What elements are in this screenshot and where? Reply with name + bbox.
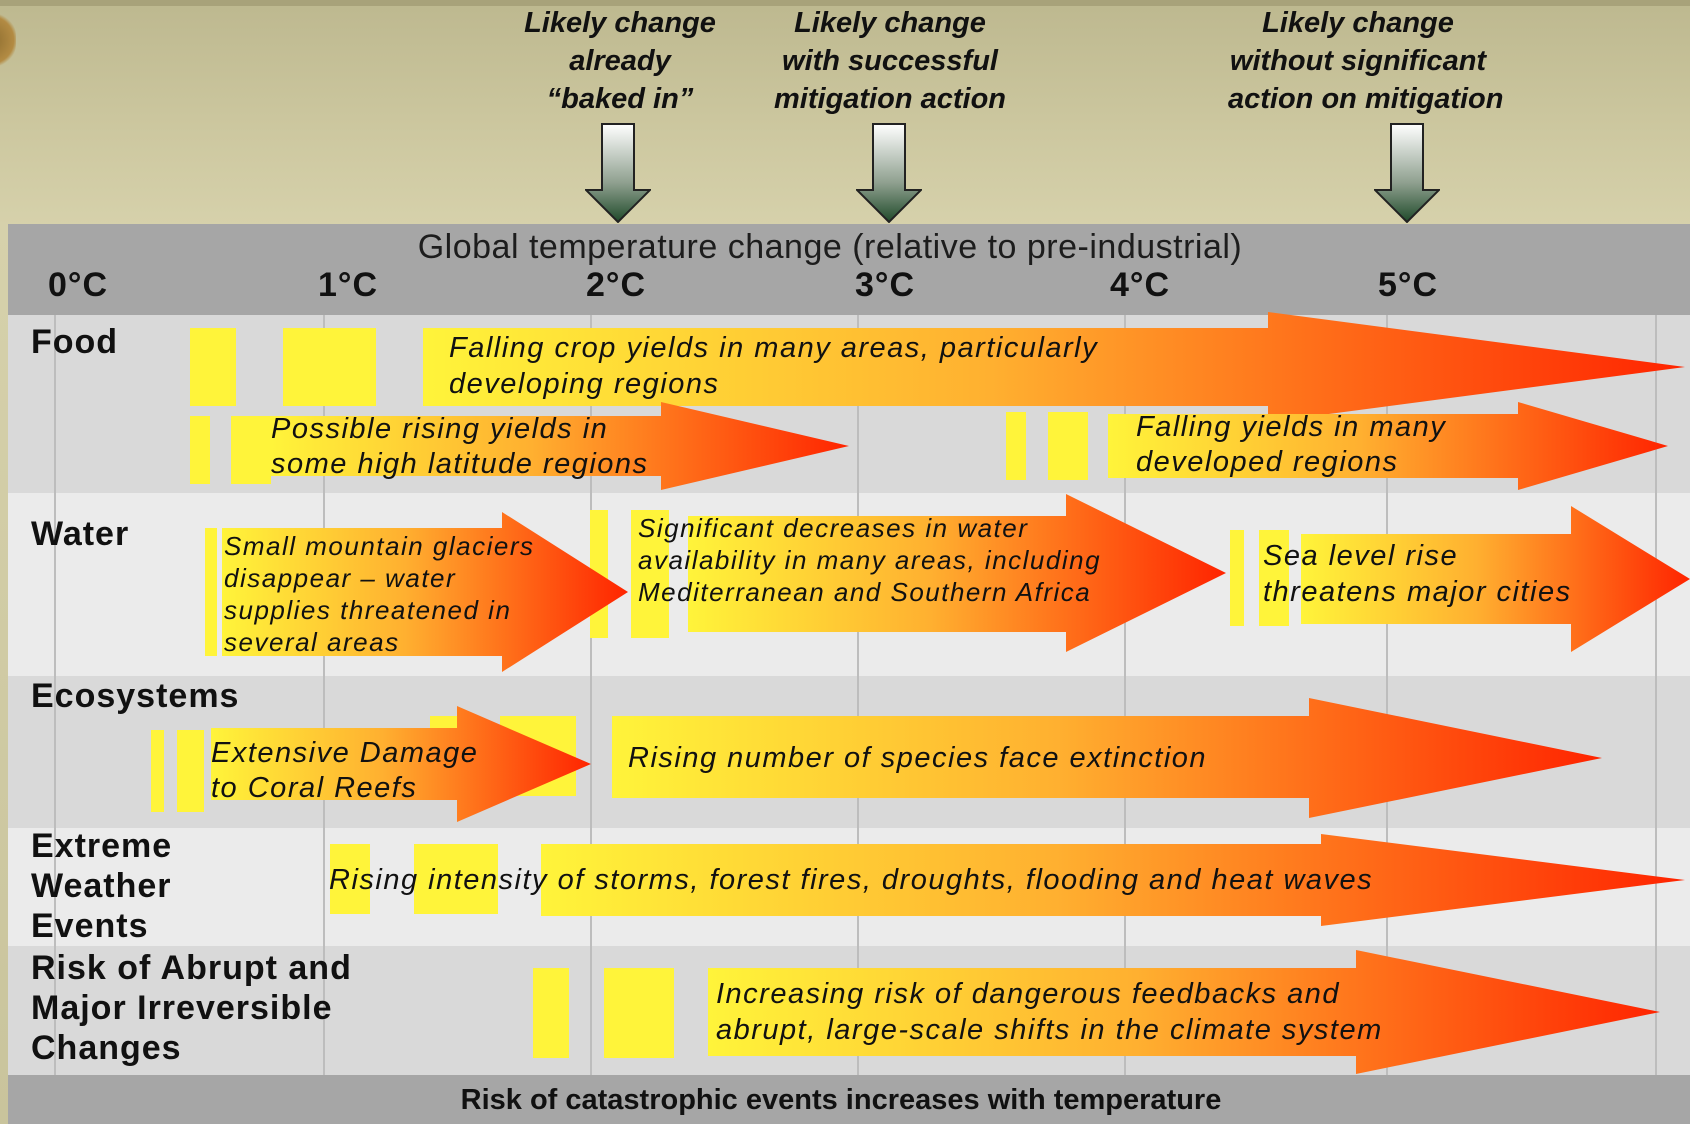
yellow-block (283, 328, 376, 406)
yellow-block (151, 730, 164, 812)
yellow-block (330, 844, 370, 914)
yellow-block (1259, 530, 1289, 626)
impact-arrow-water-sea-level: Sea level rise threatens major cities (1263, 506, 1690, 652)
impact-text: Falling crop yields in many areas, parti… (449, 332, 1099, 400)
impact-text: Increasing risk of dangerous feedbacks a… (716, 978, 1383, 1046)
impact-arrow-eco-coral: Extensive Damage to Coral Reefs (211, 706, 591, 822)
down-arrow-icon (856, 123, 922, 223)
grid-line (1124, 315, 1126, 1075)
grid-line (54, 315, 56, 1075)
impact-arrow-weather-storms: Rising intensity of storms, forest fires… (329, 834, 1685, 926)
tick-0c: 0°C (48, 266, 109, 304)
impact-text: Falling yields in many developed regions (1136, 411, 1447, 478)
yellow-block (190, 416, 210, 484)
impact-text: Rising number of species face extinction (628, 742, 1208, 774)
tick-3c: 3°C (855, 266, 916, 304)
callout-successful-mitigation: Likely change with successful mitigation… (774, 7, 1006, 115)
down-arrow-icon (585, 123, 651, 223)
yellow-block (604, 968, 674, 1058)
callout-baked-in: Likely change already “baked in” (524, 7, 716, 115)
row-label-food: Food (31, 323, 119, 361)
row-label-extreme-weather: Extreme Weather Events (31, 827, 173, 945)
grid-line (590, 315, 592, 1075)
grid-line (1655, 315, 1657, 1075)
grid-line (1386, 315, 1388, 1075)
impact-arrow-abrupt-feedbacks: Increasing risk of dangerous feedbacks a… (708, 950, 1660, 1074)
impact-arrow-water-glaciers: Small mountain glaciers disappear – wate… (222, 512, 628, 672)
corner-ornament (0, 10, 16, 70)
impact-text: Rising intensity of storms, forest fires… (329, 864, 1374, 896)
row-label-ecosystems: Ecosystems (31, 677, 240, 715)
yellow-block (231, 416, 271, 484)
grid-line (857, 315, 859, 1075)
yellow-block (1230, 530, 1244, 626)
yellow-block (631, 510, 669, 638)
impact-arrow-food-rising-yields: Possible rising yields in some high lati… (271, 402, 849, 490)
tick-1c: 1°C (318, 266, 379, 304)
top-edge (0, 0, 1690, 6)
yellow-block (190, 328, 236, 406)
yellow-block (205, 528, 217, 656)
tick-5c: 5°C (1378, 266, 1439, 304)
row-label-water: Water (31, 515, 130, 553)
impact-arrow-food-falling-crops: Falling crop yields in many areas, parti… (423, 312, 1685, 422)
tick-4c: 4°C (1110, 266, 1171, 304)
down-arrow-icon (1374, 123, 1440, 223)
axis-title: Global temperature change (relative to p… (417, 228, 1243, 266)
header-band (8, 224, 1690, 315)
footer-band (8, 1075, 1690, 1124)
footer-text: Risk of catastrophic events increases wi… (460, 1084, 1222, 1116)
impact-text: Sea level rise threatens major cities (1263, 540, 1572, 608)
impact-text: Significant decreases in water availabil… (638, 513, 1102, 607)
tick-2c: 2°C (586, 266, 647, 304)
yellow-block (414, 844, 498, 914)
impact-text: Small mountain glaciers disappear – wate… (224, 531, 535, 657)
impact-text: Possible rising yields in some high lati… (271, 413, 649, 480)
yellow-block (533, 968, 569, 1058)
grid-line (323, 315, 325, 1075)
yellow-block (1006, 412, 1026, 480)
row-label-abrupt-changes: Risk of Abrupt and Major Irreversible Ch… (31, 949, 352, 1067)
yellow-block (1048, 412, 1088, 480)
impact-arrow-food-falling-developed: Falling yields in many developed regions (1108, 402, 1668, 490)
callout-no-mitigation: Likely change without significant action… (1228, 7, 1504, 115)
impact-arrow-eco-species: Rising number of species face extinction (612, 698, 1602, 818)
yellow-block (177, 730, 204, 812)
impact-arrow-water-decreases: Significant decreases in water availabil… (638, 494, 1226, 652)
impact-text: Extensive Damage to Coral Reefs (211, 737, 479, 804)
